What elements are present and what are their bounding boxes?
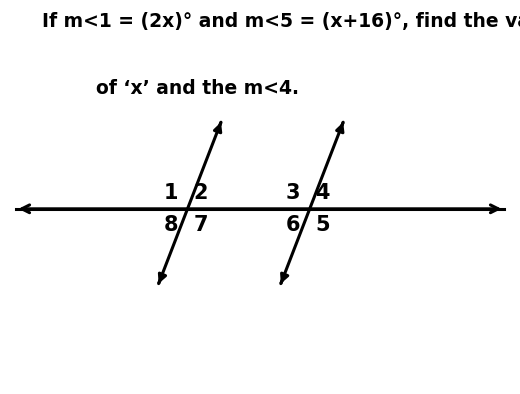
- Text: 7: 7: [193, 215, 207, 235]
- Text: 5: 5: [316, 215, 330, 235]
- Text: 2: 2: [193, 183, 207, 203]
- Text: of ‘x’ and the m<4.: of ‘x’ and the m<4.: [96, 79, 299, 98]
- Text: 8: 8: [164, 215, 178, 235]
- Text: 1: 1: [164, 183, 178, 203]
- Text: 4: 4: [316, 183, 330, 203]
- Text: If m<1 = (2x)° and m<5 = (x+16)°, find the valu: If m<1 = (2x)° and m<5 = (x+16)°, find t…: [42, 12, 520, 31]
- Text: 6: 6: [286, 215, 301, 235]
- Text: 3: 3: [286, 183, 301, 203]
